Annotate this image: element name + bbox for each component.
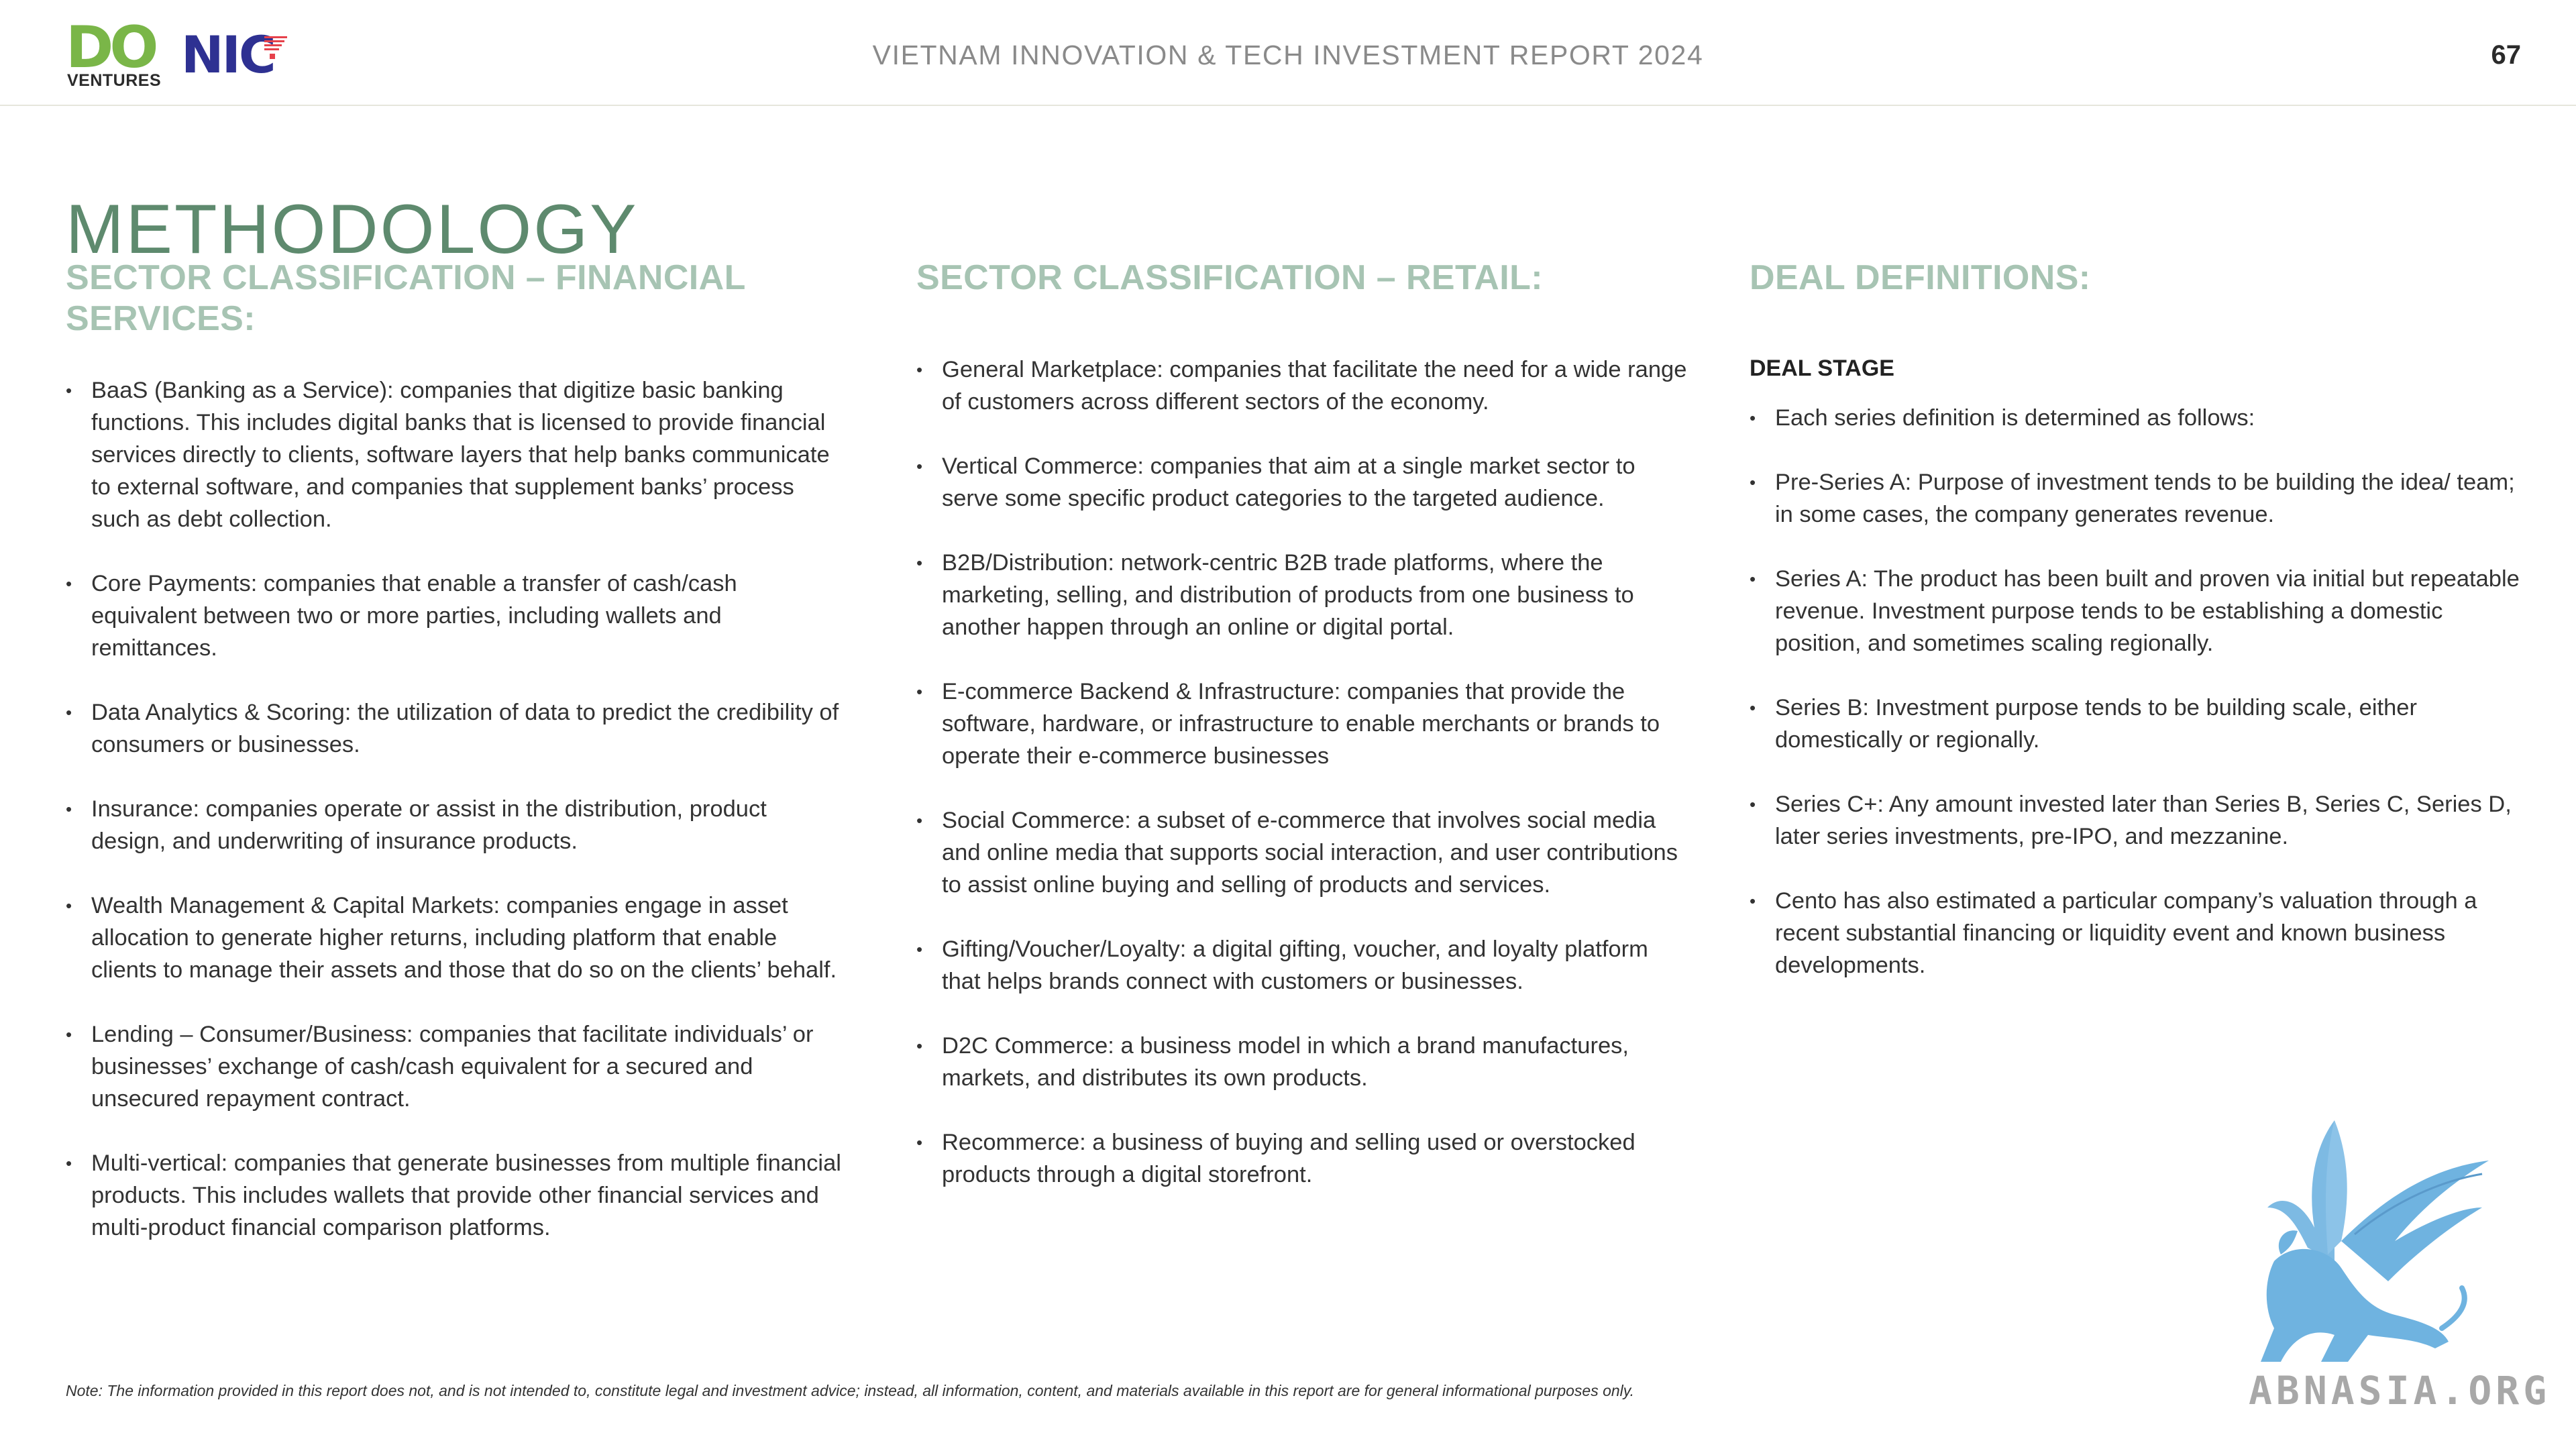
report-title: VIETNAM INNOVATION & TECH INVESTMENT REP… [872,40,1704,70]
list-item: Multi-vertical: companies that generate … [66,1147,844,1244]
financial-services-column: SECTOR CLASSIFICATION – FINANCIAL SERVIC… [66,258,844,1276]
list-item: Data Analytics & Scoring: the utilizatio… [66,696,844,761]
financial-services-list: BaaS (Banking as a Service): companies t… [66,374,844,1244]
list-item: Series C+: Any amount invested later tha… [1750,788,2521,853]
retail-column: SECTOR CLASSIFICATION – RETAIL: General … [916,258,1688,1223]
list-item: General Marketplace: companies that faci… [916,354,1688,418]
page-number: 67 [2491,40,2522,70]
nic-logo-text: NIC [181,25,276,85]
ventures-logo-text: VENTURES [67,71,162,90]
nic-logo-mark-icon [264,36,287,59]
list-item: Series A: The product has been built and… [1750,563,2521,659]
financial-services-heading: SECTOR CLASSIFICATION – FINANCIAL SERVIC… [66,258,745,338]
deal-definitions-list: Each series definition is determined as … [1750,402,2521,981]
list-item: Gifting/Voucher/Loyalty: a digital gifti… [916,933,1688,998]
deal-definitions-heading: DEAL DEFINITIONS: [1750,258,2091,297]
list-item: Recommerce: a business of buying and sel… [916,1126,1688,1191]
list-item: Series B: Investment purpose tends to be… [1750,692,2521,756]
deal-definitions-column: DEAL DEFINITIONS: DEAL STAGE Each series… [1750,258,2521,1014]
list-item: Wealth Management & Capital Markets: com… [66,890,844,986]
list-item: Vertical Commerce: companies that aim at… [916,450,1688,515]
griffin-watermark-icon [2261,1120,2489,1362]
list-item: Cento has also estimated a particular co… [1750,885,2521,981]
list-item: B2B/Distribution: network-centric B2B tr… [916,547,1688,643]
list-item: BaaS (Banking as a Service): companies t… [66,374,844,535]
watermark-text: ABNASIA.ORG [2249,1368,2551,1413]
page-title: METHODOLOGY [66,190,639,268]
nic-logo: NIC [181,30,295,80]
deal-stage-subheading: DEAL STAGE [1750,356,1894,381]
do-ventures-logo: DO VENTURES [66,19,161,89]
retail-list: General Marketplace: companies that faci… [916,354,1688,1191]
retail-heading: SECTOR CLASSIFICATION – RETAIL: [916,258,1543,297]
list-item: Core Payments: companies that enable a t… [66,568,844,664]
list-item: Each series definition is determined as … [1750,402,2521,434]
page-header: DO VENTURES NIC VIETNAM INNOVATION & TEC… [0,0,2576,106]
do-logo-text: DO [66,14,158,81]
list-item: E-commerce Backend & Infrastructure: com… [916,676,1688,772]
list-item: Lending – Consumer/Business: companies t… [66,1018,844,1115]
list-item: Insurance: companies operate or assist i… [66,793,844,857]
disclaimer-note: Note: The information provided in this r… [66,1382,1634,1399]
list-item: D2C Commerce: a business model in which … [916,1030,1688,1094]
list-item: Pre-Series A: Purpose of investment tend… [1750,466,2521,531]
list-item: Social Commerce: a subset of e-commerce … [916,804,1688,901]
